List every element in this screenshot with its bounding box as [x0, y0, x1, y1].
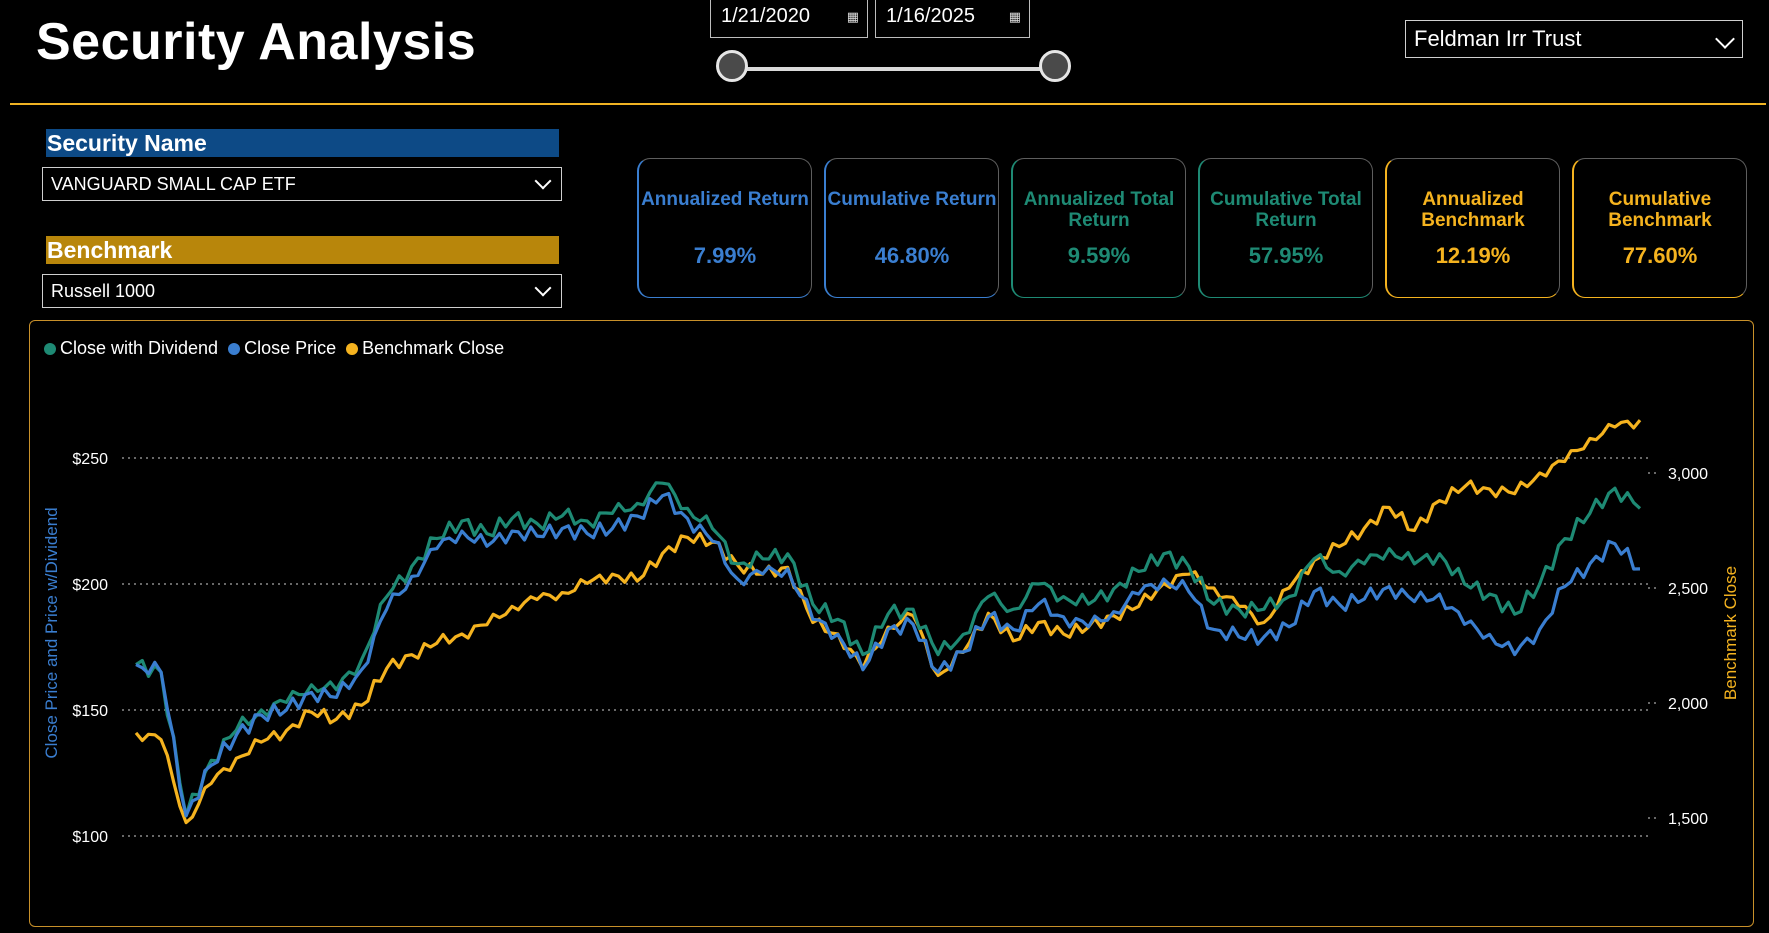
legend-item-close-price[interactable]: Close Price — [228, 338, 336, 359]
series-line-close-with-dividend[interactable] — [135, 481, 1642, 818]
calendar-icon[interactable]: ▦ — [846, 9, 859, 24]
y-tick-label-left: $100 — [72, 829, 108, 846]
start-date-value: 1/21/2020 — [721, 5, 810, 27]
kpi-card-cumulative-return: Cumulative Return 46.80% — [824, 158, 999, 298]
kpi-value: 57.95% — [1248, 243, 1324, 268]
calendar-icon[interactable]: ▦ — [1008, 9, 1021, 24]
page-title: Security Analysis — [36, 13, 477, 71]
y-tick-label-left: $150 — [72, 703, 108, 720]
security-name-dropdown[interactable]: VANGUARD SMALL CAP ETF — [42, 167, 562, 201]
y-tick-label-right: 2,000 — [1668, 696, 1708, 713]
kpi-card-annualized-benchmark: Annualized Benchmark 12.19% — [1385, 158, 1560, 298]
gridlines — [122, 457, 1660, 837]
legend-dot — [44, 342, 56, 355]
series-lines — [134, 419, 1642, 825]
kpi-value: 46.80% — [874, 243, 950, 268]
price-chart-frame — [29, 320, 1754, 927]
trust-dropdown-value: Feldman Irr Trust — [1414, 26, 1582, 51]
security-name-header: Security Name — [46, 129, 559, 157]
y-tick-label-left: $250 — [72, 451, 108, 468]
kpi-card-cumulative-benchmark: Cumulative Benchmark 77.60% — [1572, 158, 1747, 298]
security-name-value: VANGUARD SMALL CAP ETF — [51, 174, 296, 194]
benchmark-header: Benchmark — [46, 236, 559, 264]
end-date-value: 1/16/2025 — [886, 5, 975, 27]
kpi-value: 9.59% — [1067, 243, 1131, 268]
benchmark-value: Russell 1000 — [51, 281, 156, 301]
series-line-close-price[interactable] — [135, 491, 1641, 818]
axis-labels: $250 $200 $150 $100 3,000 2,500 2,000 1,500 Clos… — [42, 451, 1740, 846]
end-date-input[interactable]: 1/16/2025 ▦ — [875, 0, 1030, 38]
kpi-card-annualized-return: Annualized Return 7.99% — [637, 158, 812, 298]
legend-label: Close with Dividend — [60, 338, 219, 358]
y-tick-label-right: 3,000 — [1668, 466, 1708, 483]
kpi-value: 12.19% — [1435, 243, 1511, 268]
header-divider — [10, 103, 1766, 105]
y-tick-label-right: 2,500 — [1668, 581, 1708, 598]
kpi-value: 77.60% — [1622, 243, 1698, 268]
kpi-label: Cumulative Benchmark — [1608, 189, 1712, 231]
end-date-slider-handle[interactable] — [1039, 50, 1071, 82]
legend-label: Benchmark Close — [362, 338, 505, 358]
kpi-label: Annualized Return — [641, 189, 809, 210]
y-tick-label-right: 1,500 — [1668, 811, 1708, 828]
kpi-label: Annualized Total Return — [1023, 189, 1175, 231]
chart-legend: Close with Dividend Close Price Benchmar… — [44, 338, 504, 359]
legend-label: Close Price — [244, 338, 337, 358]
kpi-value: 7.99% — [693, 243, 757, 268]
trust-dropdown[interactable]: Feldman Irr Trust — [1405, 20, 1743, 58]
legend-dot — [228, 342, 241, 355]
start-date-input[interactable]: 1/21/2020 ▦ — [710, 0, 868, 38]
kpi-card-annualized-total-return: Annualized Total Return 9.59% — [1011, 158, 1186, 298]
kpi-card-cumulative-total-return: Cumulative Total Return 57.95% — [1198, 158, 1373, 298]
left-axis-title: Close Price and Price w/Dividend — [42, 507, 61, 758]
date-range-slider-track[interactable] — [734, 67, 1056, 71]
right-axis-title: Benchmark Close — [1721, 566, 1740, 700]
y-tick-label-left: $200 — [72, 577, 108, 594]
kpi-label: Cumulative Total Return — [1210, 189, 1362, 231]
kpi-label: Cumulative Return — [827, 189, 997, 210]
series-line-benchmark-close[interactable] — [134, 419, 1642, 825]
benchmark-dropdown[interactable]: Russell 1000 — [42, 274, 562, 308]
legend-item-benchmark-close[interactable]: Benchmark Close — [346, 338, 504, 359]
legend-dot — [346, 342, 359, 355]
start-date-slider-handle[interactable] — [716, 50, 748, 82]
legend-item-close-with-dividend[interactable]: Close with Dividend — [44, 338, 218, 359]
kpi-label: Annualized Benchmark — [1421, 189, 1525, 231]
